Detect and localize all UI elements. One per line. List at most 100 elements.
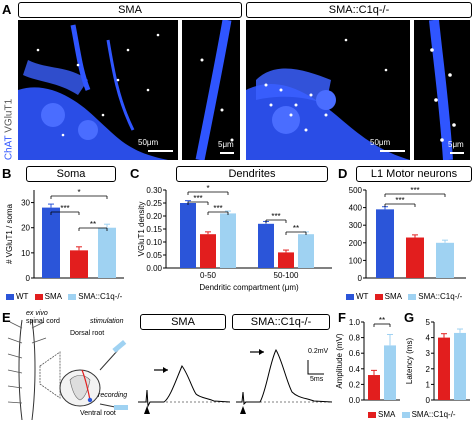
spinal-cord-schematic <box>7 319 128 421</box>
vglut-label: VGluT1 <box>3 98 15 133</box>
dorsal-root-label: Dorsal root <box>70 330 105 337</box>
sma-c1q-dendrite-zoom: 5μm <box>414 20 470 160</box>
sma-dendrite-zoom: 5μm <box>182 20 240 160</box>
latency-ytick-label: 1 <box>426 380 431 389</box>
soma-ylabel: # VGluT1 / soma <box>5 203 14 264</box>
l1-ytick-label: 100 <box>349 256 363 265</box>
dendrites-xlabel: Dendritic compartment (μm) <box>199 283 299 292</box>
sma-dendrite-image <box>195 20 234 160</box>
dendrites-ytick-label: 0.00 <box>146 264 162 273</box>
latency-bar-0 <box>438 337 450 400</box>
latency-ytick-label: 3 <box>426 349 431 358</box>
scale-label-50-right: 50μm <box>370 138 391 147</box>
epsp-traces <box>138 348 333 414</box>
sma-micrograph: 50μm <box>18 20 178 160</box>
latency-ytick-label: 0 <box>426 396 431 405</box>
sma-c1q-header: SMA::C1q-/- <box>246 2 472 18</box>
l1-ytick-label: 400 <box>349 204 363 213</box>
scale-bar-5-right <box>450 152 464 154</box>
sma-c1q-micrograph: 50μm <box>246 20 410 160</box>
soma-bar-1 <box>70 250 88 278</box>
scale-bar-50-right <box>380 150 405 152</box>
soma-ytick-label: 10 <box>21 249 30 258</box>
legend-d-swatch-c1q <box>408 293 417 300</box>
l1-bar-0 <box>376 209 394 278</box>
soma-bar-0 <box>42 207 60 278</box>
panel-a-side-label: ChAT VGluT1 <box>2 98 16 161</box>
scale-bar-5 <box>220 152 234 154</box>
panel-c-letter: C <box>130 166 140 181</box>
dendrites-bar-2-0 <box>220 213 236 268</box>
amplitude-ytick-label: 0.8 <box>349 334 361 343</box>
soma-sig-1-label: * <box>77 188 80 197</box>
dendrites-xtick-label: 50-100 <box>274 271 299 280</box>
l1-bar-2 <box>436 242 454 278</box>
l1-title: L1 Motor neurons <box>356 166 472 182</box>
dendrites-ytick-label: 0.20 <box>146 212 162 221</box>
sma-header: SMA <box>18 2 242 18</box>
trace-sma-header: SMA <box>140 314 226 330</box>
legend-label-wt: WT <box>16 292 29 301</box>
latency-ylabel: Latency (ms) <box>405 338 414 385</box>
dendrites-xtick-label: 0-50 <box>200 271 217 280</box>
sma-c1q-micrograph-image <box>246 38 410 160</box>
panel-b-letter: B <box>2 166 12 181</box>
soma-bar-2 <box>98 227 116 278</box>
latency-ytick-label: 5 <box>426 318 431 327</box>
scale-ms-label: 5ms <box>310 376 324 383</box>
latency-ytick-label: 4 <box>426 334 431 343</box>
legend-d-label-c1q: SMA::C1q-/- <box>418 292 463 301</box>
legend-fg-swatch-c1q <box>401 411 410 418</box>
soma-sig-2-label: *** <box>60 204 69 213</box>
latency-chart: 0 1 2 3 4 5 Latency (ms) <box>405 318 470 405</box>
amplitude-ytick-label: 1.0 <box>349 318 361 327</box>
ventral-root-label: Ventral root <box>80 410 116 417</box>
dendrites-sig-1-label: * <box>206 184 209 193</box>
recording-label: recording <box>98 392 128 399</box>
dendrites-bar-0-1 <box>258 223 274 268</box>
dendrites-ytick-label: 0.10 <box>146 238 162 247</box>
dendrites-ytick-label: 0.15 <box>146 225 162 234</box>
dendrites-sig-5-label: ** <box>293 224 299 233</box>
chat-label: ChAT <box>3 135 15 161</box>
l1-sig-2-label: *** <box>395 196 404 205</box>
l1-ytick-label: 500 <box>349 186 363 195</box>
legend-swatch-c1q <box>68 293 77 300</box>
trace-scalebar <box>307 360 324 375</box>
scale-bar-50 <box>148 150 173 152</box>
legend-d-label-sma: SMA <box>384 292 403 301</box>
amplitude-sig-label: ** <box>379 316 385 325</box>
amplitude-ytick-label: 0.6 <box>349 349 361 358</box>
dendrites-sig-2-label: *** <box>193 194 202 203</box>
l1-ytick-label: 300 <box>349 221 363 230</box>
legend-swatch-sma <box>34 293 43 300</box>
dendrites-bar-2-1 <box>298 234 314 268</box>
legend-label-sma: SMA <box>44 292 63 301</box>
dendrites-title: Dendrites <box>176 166 328 182</box>
amplitude-chart: 0.0 0.2 0.4 0.6 0.8 1.0 Amplitude (mV) ** <box>335 316 400 405</box>
sma-c1q-dendrite-image <box>429 20 456 160</box>
trace-c1q-header: SMA::C1q-/- <box>232 314 330 330</box>
dendrites-bar-1-0 <box>200 234 216 268</box>
soma-ytick-label: 20 <box>21 224 30 233</box>
sma-micrograph-image <box>18 24 168 160</box>
l1-ytick-label: 200 <box>349 239 363 248</box>
l1-bar-1 <box>406 237 424 278</box>
dendrites-ylabel: VGluT1 density <box>137 202 146 257</box>
stimulation-label: stimulation <box>90 318 124 325</box>
soma-sig-3-label: ** <box>90 220 96 229</box>
dendrites-bar-0-0 <box>180 203 196 268</box>
soma-ytick-label: 30 <box>21 199 30 208</box>
latency-ytick-label: 2 <box>426 365 431 374</box>
scale-mv-label: 0.2mV <box>308 348 329 355</box>
dendrites-ytick-label: 0.25 <box>146 199 162 208</box>
legend-fg-label-sma: SMA <box>378 410 396 419</box>
legend-d-swatch-wt <box>346 293 354 300</box>
legend-d-label-wt: WT <box>356 292 369 301</box>
panel-e-letter: E <box>2 310 11 325</box>
amplitude-ytick-label: 0.0 <box>349 396 361 405</box>
dendrites-bar-1-1 <box>278 252 294 268</box>
sma-stim-arrowhead <box>144 406 150 414</box>
